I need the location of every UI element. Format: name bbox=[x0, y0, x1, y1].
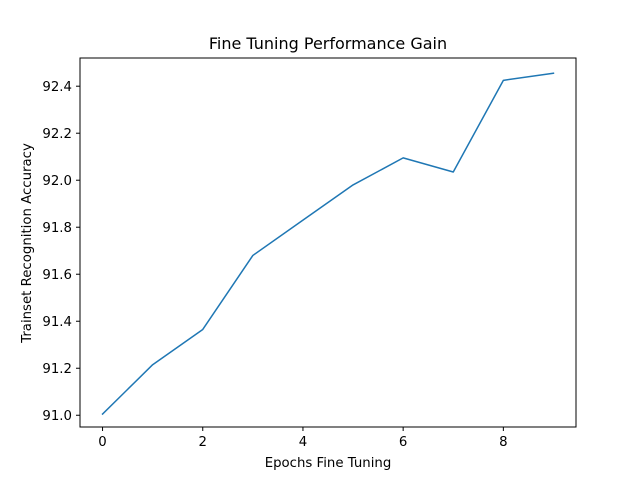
y-tick-label: 91.4 bbox=[42, 315, 72, 330]
x-axis-label: Epochs Fine Tuning bbox=[265, 456, 392, 471]
y-tick-label: 92.2 bbox=[42, 127, 72, 142]
y-tick-label: 91.0 bbox=[42, 409, 72, 424]
chart-title: Fine Tuning Performance Gain bbox=[209, 34, 447, 53]
series-line bbox=[101, 72, 555, 416]
y-tick-label: 91.8 bbox=[42, 221, 72, 236]
x-tick-label: 6 bbox=[399, 435, 407, 450]
y-tick-label: 92.0 bbox=[42, 174, 72, 189]
axes-frame bbox=[79, 57, 577, 428]
y-tick-label: 91.6 bbox=[42, 268, 72, 283]
x-tick-label: 4 bbox=[299, 435, 307, 450]
x-tick-label: 0 bbox=[98, 435, 106, 450]
y-tick-label: 91.2 bbox=[42, 362, 72, 377]
y-tick-label: 92.4 bbox=[42, 80, 72, 95]
plot-area: 0 2 4 6 8 91.0 91.2 91.4 91.6 91.8 92.0 92.2 92.4 bbox=[42, 57, 577, 450]
y-axis-label: Trainset Recognition Accuracy bbox=[20, 143, 35, 344]
x-tick-label: 8 bbox=[499, 435, 507, 450]
x-tick-label: 2 bbox=[199, 435, 207, 450]
